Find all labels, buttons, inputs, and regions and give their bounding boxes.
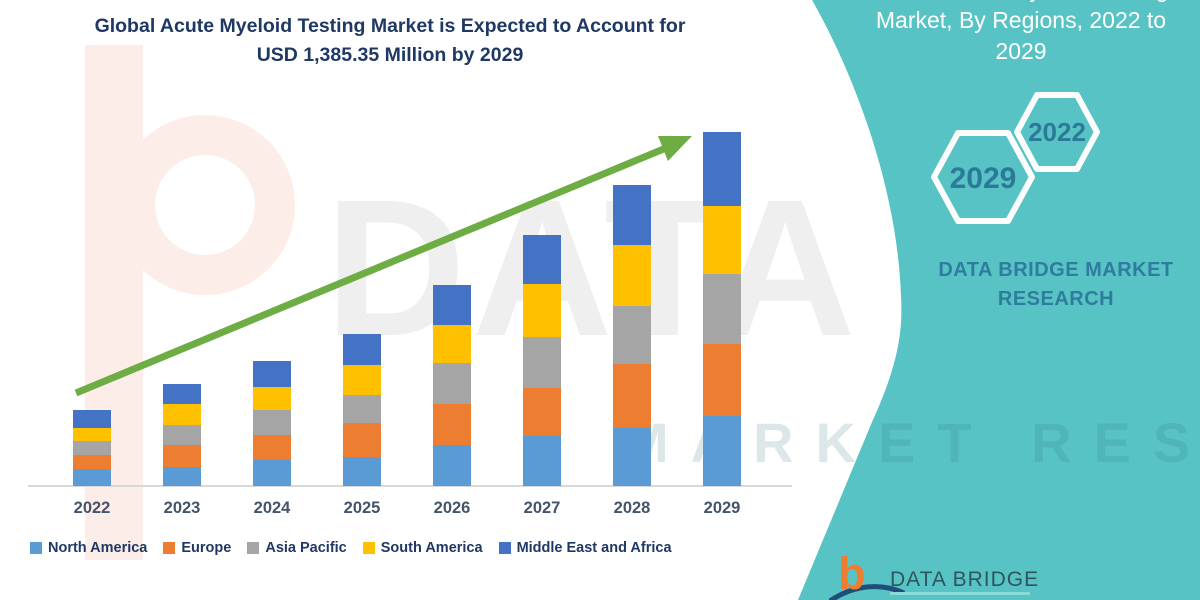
bar-segment-2028	[613, 185, 651, 246]
logo-swoosh	[828, 584, 906, 600]
bar-segment-2024	[253, 409, 291, 435]
bar-segment-2022	[73, 455, 111, 470]
bar-segment-2026	[433, 363, 471, 405]
hexagon-badge-2029: 2029	[931, 130, 1035, 224]
stacked-bar-2028	[613, 185, 651, 486]
stacked-bar-2027	[523, 234, 561, 486]
bar-segment-2025	[343, 457, 381, 486]
legend-label: North America	[48, 540, 148, 556]
legend-label: Middle East and Africa	[516, 540, 672, 556]
legend-item: Asia Pacific	[247, 540, 347, 556]
x-axis-label-2028: 2028	[613, 499, 651, 517]
bar-segment-2029	[703, 416, 741, 486]
trend-arrow-line	[74, 144, 668, 397]
side-panel-heading-line3: 2029	[995, 38, 1047, 64]
bar-segment-2025	[343, 395, 381, 424]
legend-swatch-icon	[498, 542, 511, 554]
legend-item: South America	[362, 540, 483, 556]
chart-plot: 2022 2023 2024 2025 2026 2027 2028 2029	[28, 132, 792, 517]
hexagon-badge-2022: 2022	[1014, 92, 1100, 172]
x-axis-label-2024: 2024	[253, 499, 291, 517]
logo-subtitle: MARKET RESEARCH	[890, 597, 1067, 600]
x-axis-label-2029: 2029	[703, 499, 741, 517]
bar-segment-2023	[163, 425, 201, 446]
x-axis-line	[28, 485, 792, 487]
teal-side-panel	[798, 0, 1200, 600]
legend-swatch-icon	[163, 542, 176, 554]
x-axis-label-2025: 2025	[343, 499, 381, 517]
legend-item: Europe	[163, 540, 231, 556]
bar-segment-2028	[613, 306, 651, 365]
legend-label: Europe	[181, 540, 232, 556]
side-panel-heading-line1: Global Acute Myeloid Testing	[842, 0, 1200, 5]
bar-segment-2022	[73, 440, 111, 456]
bar-segment-2023	[163, 404, 201, 426]
bar-segment-2024	[253, 434, 291, 460]
bar-segment-2027	[523, 336, 561, 388]
x-axis-label-2026: 2026	[433, 499, 471, 517]
bar-segment-2028	[613, 428, 651, 486]
bar-segment-2025	[343, 365, 381, 396]
bar-segment-2029	[703, 343, 741, 416]
x-axis-label-2027: 2027	[523, 499, 561, 517]
x-axis-label-2022: 2022	[73, 499, 111, 517]
legend-label: South America	[380, 540, 483, 556]
bar-segment-2029	[703, 205, 741, 274]
bar-segment-2023	[163, 467, 201, 486]
brand-name-line1: DATA BRIDGE MARKET	[938, 259, 1174, 281]
bar-segment-2028	[613, 364, 651, 428]
legend-swatch-icon	[362, 542, 375, 554]
bar-segment-2029	[703, 273, 741, 344]
bar-segment-2029	[703, 132, 741, 206]
bar-segment-2022	[73, 469, 111, 486]
hexagon-2029-label: 2029	[950, 162, 1017, 195]
logo-underline	[890, 592, 1030, 595]
legend-swatch-icon	[30, 542, 42, 554]
bar-segment-2024	[253, 360, 291, 387]
legend-item: Middle East and Africa	[498, 540, 672, 556]
x-axis-label-2023: 2023	[163, 499, 201, 517]
trend-arrow-head	[658, 136, 692, 161]
stacked-bar-2022	[73, 410, 111, 486]
stacked-bar-2023	[163, 384, 201, 486]
bar-segment-2027	[523, 387, 561, 436]
brand-name-line2: RESEARCH	[997, 288, 1115, 310]
bar-segment-2023	[163, 445, 201, 468]
bar-segment-2026	[433, 285, 471, 326]
bar-segment-2026	[433, 325, 471, 364]
side-panel-heading: Global Acute Myeloid Testing Market, By …	[842, 0, 1200, 70]
stacked-bar-2025	[343, 334, 381, 486]
bar-segment-2023	[163, 384, 201, 405]
bar-segment-2025	[343, 334, 381, 366]
bar-segment-2027	[523, 435, 561, 486]
hexagon-2022-label: 2022	[1028, 117, 1086, 147]
chart-title: Global Acute Myeloid Testing Market is E…	[40, 12, 740, 70]
legend-label: Asia Pacific	[265, 540, 347, 556]
bar-segment-2026	[433, 445, 471, 486]
bar-segment-2024	[253, 386, 291, 410]
bar-segment-2027	[523, 234, 561, 284]
chart-title-line2: USD 1,385.35 Million by 2029	[256, 44, 524, 66]
bar-segment-2022	[73, 410, 111, 428]
legend-item: North America	[30, 540, 147, 556]
bar-segment-2022	[73, 427, 111, 441]
bar-segment-2025	[343, 423, 381, 458]
stacked-bar-2024	[253, 360, 291, 486]
side-panel-heading-line2: Market, By Regions, 2022 to	[875, 7, 1167, 33]
logo-b-icon: b	[838, 548, 866, 599]
bar-segment-2024	[253, 459, 291, 486]
stacked-bar-2029	[703, 132, 741, 486]
logo-name: DATA BRIDGE	[890, 568, 1040, 591]
bar-segment-2028	[613, 245, 651, 307]
chart-title-line1: Global Acute Myeloid Testing Market is E…	[94, 15, 686, 37]
bar-segment-2026	[433, 404, 471, 446]
legend-swatch-icon	[247, 542, 260, 554]
stacked-bar-2026	[433, 285, 471, 486]
bar-segment-2027	[523, 283, 561, 337]
chart-legend: North America Europe Asia Pacific South Ame…	[30, 540, 672, 556]
brand-name: DATA BRIDGE MARKET RESEARCH	[922, 256, 1190, 314]
